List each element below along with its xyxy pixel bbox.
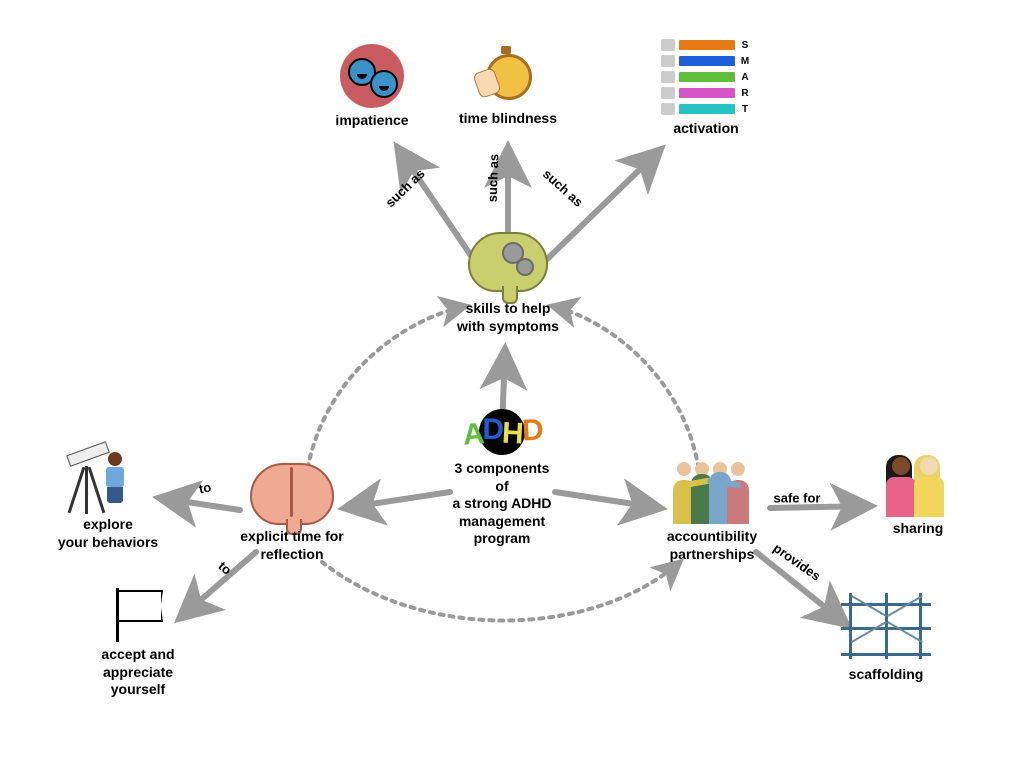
smart-row: A [661, 70, 751, 84]
node-sharing: sharing [893, 520, 944, 538]
smart-row: R [661, 86, 751, 100]
edge-label-sk-imp: such as [382, 166, 427, 210]
edge-dash-refl-skills [306, 306, 466, 478]
node-accept: accept and appreciate yourself [101, 646, 174, 699]
pink-brain-icon [250, 463, 334, 525]
node-impatience: impatience [335, 112, 408, 130]
edge-dash-part-skills [552, 306, 700, 478]
group-icon [667, 460, 757, 524]
node-central: 3 components of a strong ADHD management… [432, 460, 572, 548]
concept-map-stage: SMART ADHD [0, 0, 1024, 761]
edge-label-sk-time: such as [485, 154, 502, 203]
smart-row: S [661, 38, 751, 52]
edge-label-part-share: safe for [774, 491, 821, 506]
edge-part-share [770, 506, 870, 508]
node-partnerships: accountibility partnerships [667, 528, 757, 563]
gear-brain-icon [468, 232, 548, 292]
edge-label-part-scaf: provides [771, 540, 824, 583]
node-activation: activation [673, 120, 738, 138]
sharing-icon [882, 455, 954, 517]
node-time: time blindness [459, 110, 557, 128]
node-skills: skills to help with symptoms [457, 300, 559, 335]
smart-row: T [661, 102, 751, 116]
smart-icon: SMART [661, 38, 751, 118]
smart-row: M [661, 54, 751, 68]
node-reflection: explicit time for reflection [240, 528, 343, 563]
flag-icon [108, 588, 168, 644]
edge-sk-imp [398, 148, 478, 266]
edge-sk-act [540, 150, 660, 266]
node-explore: explore your behaviors [58, 516, 158, 551]
edge-dash-refl-part [322, 562, 680, 621]
scaffold-icon [841, 593, 931, 663]
edge-label-refl-acc: to [215, 558, 234, 577]
impatience-icon [340, 44, 404, 108]
node-scaffolding: scaffolding [849, 666, 924, 684]
edge-refl-exp [160, 498, 240, 510]
telescope-icon [71, 438, 141, 514]
stopwatch-icon [476, 40, 540, 104]
adhd-logo-icon: ADHD [462, 405, 542, 459]
edge-label-refl-exp: to [197, 479, 212, 496]
edge-label-sk-act: such as [540, 166, 586, 210]
